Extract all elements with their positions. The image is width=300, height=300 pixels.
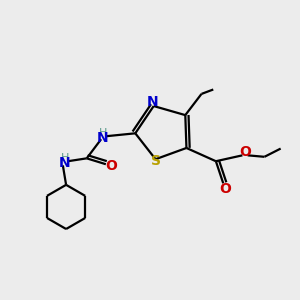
Text: O: O	[239, 146, 251, 159]
Text: O: O	[219, 182, 231, 196]
Text: N: N	[59, 156, 70, 170]
Text: N: N	[147, 95, 158, 109]
Text: H: H	[99, 128, 107, 138]
Text: H: H	[60, 153, 69, 163]
Text: S: S	[151, 154, 161, 168]
Text: O: O	[105, 159, 117, 173]
Text: N: N	[97, 131, 109, 145]
